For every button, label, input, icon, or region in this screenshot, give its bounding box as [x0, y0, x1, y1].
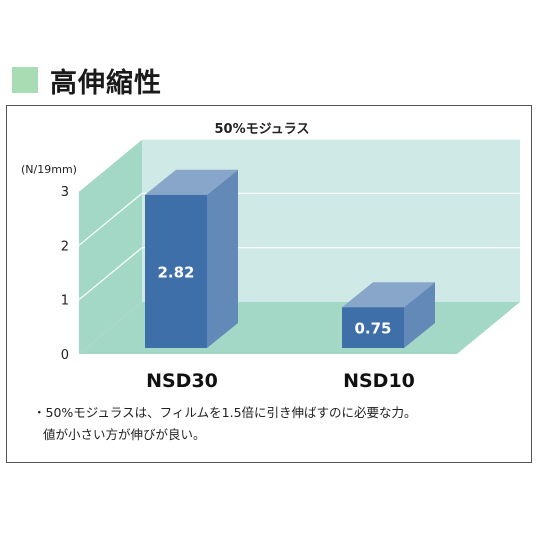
category-label: NSD30: [146, 370, 218, 392]
note-line-1: ・50%モジュラスは、フィルムを1.5倍に引き伸ばすのに必要な力。: [33, 405, 417, 420]
section-title: 高伸縮性: [50, 67, 162, 99]
chart-panel: 0 1 2 3 2.82 NSD30 0.75 NSD10 50%モジュラス (N/19mm…: [6, 105, 532, 463]
y-tick-label: 3: [61, 185, 69, 200]
bar-side: [207, 169, 238, 348]
bar-top: [145, 169, 238, 195]
bar-top: [342, 282, 435, 308]
note-line-2: 値が小さい方が伸びが良い。: [43, 427, 206, 442]
category-label: NSD10: [343, 370, 415, 392]
bar-side: [404, 282, 435, 348]
y-tick-label: 2: [61, 239, 69, 254]
y-axis-unit-label: (N/19mm): [21, 163, 77, 176]
bar-front: [342, 307, 404, 348]
chart-title: 50%モジュラス: [215, 122, 310, 137]
bar-front: [145, 194, 207, 348]
gridline-2: [78, 192, 520, 246]
bar-value-label: 2.82: [157, 263, 194, 281]
heading-square-icon: [12, 67, 38, 93]
y-tick-label: 0: [61, 348, 69, 363]
bar-nsd30: 2.82: [145, 169, 238, 348]
chart-side-wall: [79, 139, 142, 354]
gridline-3: [78, 138, 520, 192]
bar-nsd10: 0.75: [342, 282, 435, 348]
bar-value-label: 0.75: [354, 320, 391, 338]
bar-chart: 0 1 2 3 2.82 NSD30 0.75 NSD10 50%モジュラス (N/19mm…: [21, 122, 520, 392]
section-heading: 高伸縮性: [12, 60, 162, 100]
gridline-1: [78, 247, 520, 301]
y-tick-label: 1: [61, 294, 69, 309]
